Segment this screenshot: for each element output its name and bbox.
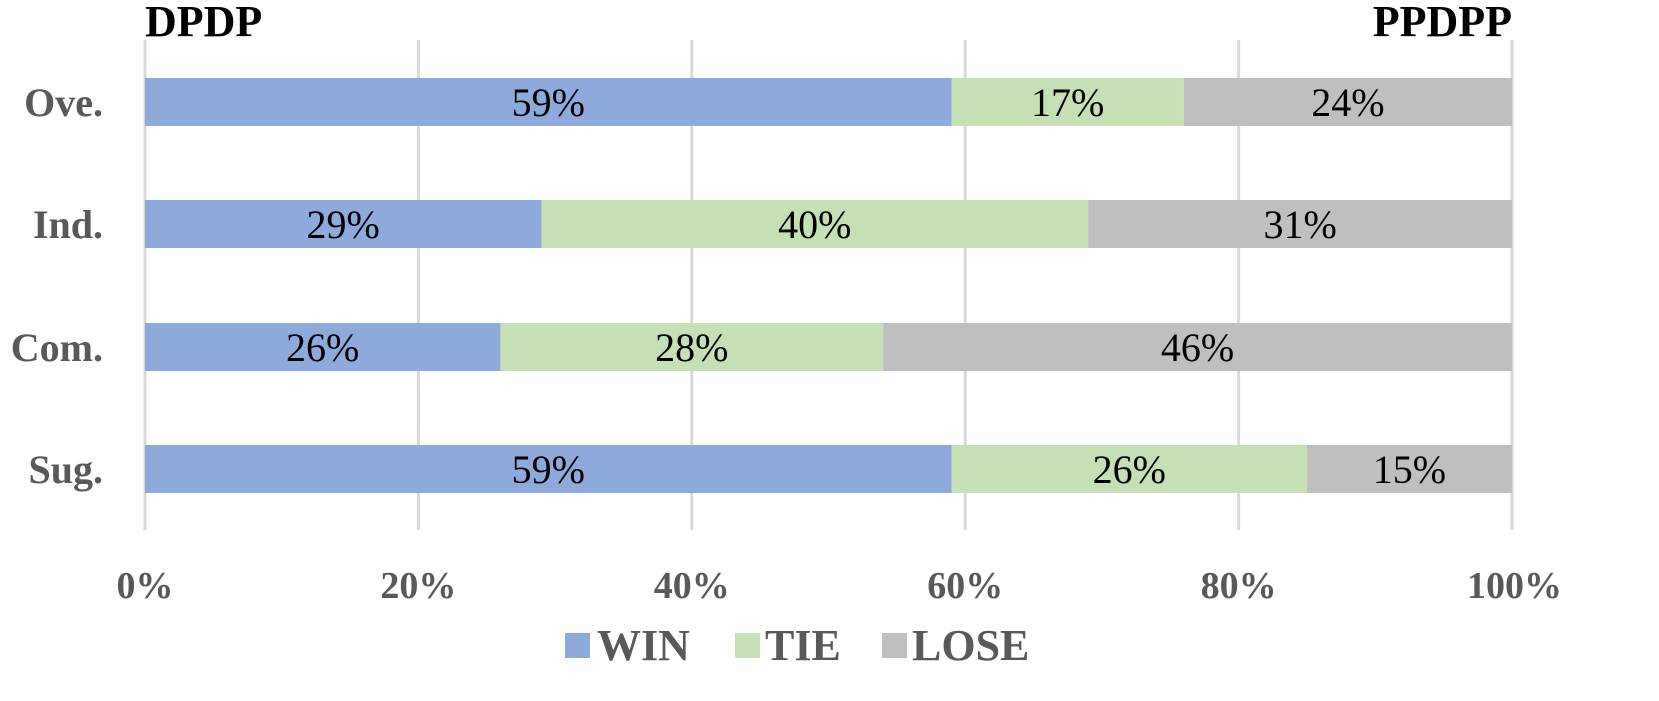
data-label: 31% (1263, 202, 1336, 247)
bar-segment-lose (1183, 78, 1512, 126)
data-label: 17% (1031, 80, 1104, 125)
bar-segment-win (145, 78, 952, 126)
data-label: 26% (1093, 447, 1166, 492)
category-label: Ind. (33, 202, 103, 247)
bar-segment-win (145, 200, 542, 248)
left-title: DPDP (145, 0, 262, 46)
data-label: 24% (1311, 80, 1384, 125)
category-label: Com. (11, 325, 103, 370)
legend-label: TIE (765, 621, 841, 663)
x-tick-labels: 0% 20% 40% 60% 80% 100% (117, 565, 1563, 607)
bar-segment-tie (500, 323, 884, 371)
legend-swatch (565, 633, 590, 658)
legend: WIN TIE LOSE (565, 621, 1029, 663)
legend-label: WIN (597, 621, 690, 663)
bar-segment-tie (541, 200, 1089, 248)
bar-segment-tie (951, 78, 1184, 126)
data-label: 59% (512, 447, 585, 492)
bar-segment-tie (951, 445, 1307, 493)
data-label: 15% (1373, 447, 1446, 492)
x-tick-label: 0% (117, 565, 174, 607)
bar-segment-lose (1306, 445, 1512, 493)
category-label: Ove. (24, 80, 103, 125)
x-tick-label: 100% (1467, 565, 1562, 607)
data-label: 40% (778, 202, 851, 247)
x-tick-label: 60% (927, 565, 1003, 607)
bar-segment-lose (1088, 200, 1512, 248)
x-tick-label: 40% (654, 565, 730, 607)
bar-segment-lose (883, 323, 1512, 371)
data-label: 26% (286, 325, 359, 370)
legend-swatch (735, 633, 760, 658)
stacked-bar-chart: 59% 17% 24% 29% 40% 31% 26% 28% 46% 59% 26% 15% Ove… (11, 0, 1563, 663)
x-tick-label: 80% (1201, 565, 1277, 607)
data-label: 46% (1161, 325, 1234, 370)
legend-label: LOSE (912, 621, 1029, 663)
category-labels: Ove. Ind. Com. Sug. (11, 80, 103, 492)
bar-segment-win (145, 323, 501, 371)
bar-segment-win (145, 445, 952, 493)
legend-swatch (882, 633, 907, 658)
data-label: 29% (307, 202, 380, 247)
bars: 59% 17% 24% 29% 40% 31% 26% 28% 46% 59% 26% 15% (145, 78, 1512, 493)
right-title: PPDPP (1373, 0, 1512, 46)
data-label: 59% (512, 80, 585, 125)
data-label: 28% (655, 325, 728, 370)
x-tick-label: 20% (380, 565, 456, 607)
category-label: Sug. (29, 447, 104, 492)
